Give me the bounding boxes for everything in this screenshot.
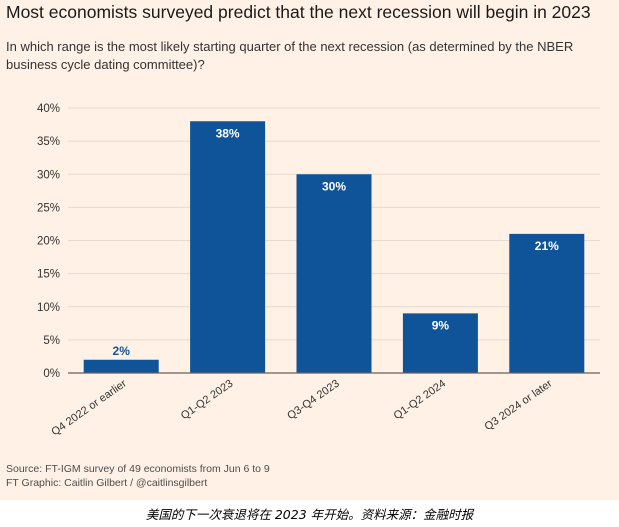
data-label: 30% — [322, 179, 346, 193]
x-tick-label: Q3-Q4 2023 — [285, 378, 341, 423]
y-tick-label: 35% — [37, 136, 60, 148]
bar — [402, 313, 478, 373]
y-tick-label: 0% — [43, 368, 60, 380]
y-tick-label: 25% — [37, 202, 60, 214]
bar — [296, 174, 372, 373]
y-tick-label: 30% — [37, 169, 60, 181]
data-label: 38% — [216, 126, 240, 140]
bar — [83, 359, 159, 373]
source-note: Source: FT-IGM survey of 49 economists f… — [6, 462, 606, 490]
graphic-credit: FT Graphic: Caitlin Gilbert / @caitlinsg… — [6, 477, 208, 489]
data-label: 2% — [113, 344, 131, 358]
chart-title: Most economists surveyed predict that th… — [6, 2, 591, 22]
x-tick-label: Q4 2022 or earlier — [49, 377, 129, 438]
y-tick-label: 15% — [37, 269, 60, 281]
bar — [190, 121, 266, 373]
x-tick-label: Q3 2024 or later — [483, 377, 555, 433]
y-tick-label: 20% — [37, 236, 60, 248]
data-label: 21% — [535, 239, 559, 253]
y-tick-label: 5% — [43, 335, 60, 347]
bar-chart: 0% 5% 10% 15% 20% 25% 30% 35% 40% 2% 38% 30% 9% 21% Q4… — [37, 103, 600, 438]
bar — [509, 233, 585, 373]
x-tick-label: Q1-Q2 2023 — [179, 378, 235, 423]
image-caption: 美国的下一次衰退将在 2023 年开始。资料来源：金融时报 — [145, 507, 474, 522]
chart-card: Most economists surveyed predict that th… — [0, 0, 619, 500]
data-label: 9% — [432, 318, 450, 332]
source-text: Source: FT-IGM survey of 49 economists f… — [6, 463, 270, 475]
x-tick-label: Q1-Q2 2024 — [392, 378, 448, 423]
y-tick-label: 10% — [37, 302, 60, 314]
chart-subtitle: In which range is the most likely starti… — [6, 39, 574, 72]
y-tick-label: 40% — [37, 103, 60, 115]
